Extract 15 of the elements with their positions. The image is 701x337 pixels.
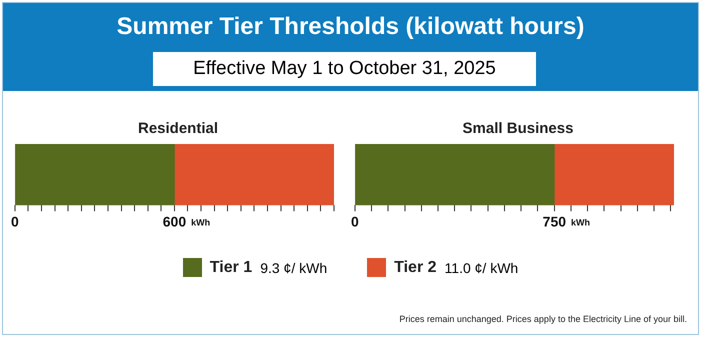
text: Effective May 1 to October 31, 2025 — [153, 52, 536, 86]
text: Prices remain unchanged. Prices apply to the Electricity Line of your bill. — [399, 314, 687, 324]
text: 9.3 ¢/ kWh — [260, 260, 328, 276]
x-tick-label: 750 — [542, 213, 566, 230]
chart-title: Small Business — [462, 120, 574, 139]
text: Summer Tier Thresholds (kilowatt hours) — [116, 13, 586, 41]
x-axis-title: kWh — [191, 218, 210, 228]
legend-label: Tier 2 — [394, 258, 437, 276]
x-axis-title: kWh — [571, 218, 590, 228]
x-tick-label: 0 — [350, 213, 359, 230]
text: 11.0 ¢/ kWh — [444, 260, 518, 276]
x-tick-label: 600 — [162, 213, 186, 230]
chart-title: Residential — [136, 120, 220, 139]
legend-label: Tier 1 — [210, 258, 252, 276]
x-tick-label: 0 — [10, 213, 19, 230]
